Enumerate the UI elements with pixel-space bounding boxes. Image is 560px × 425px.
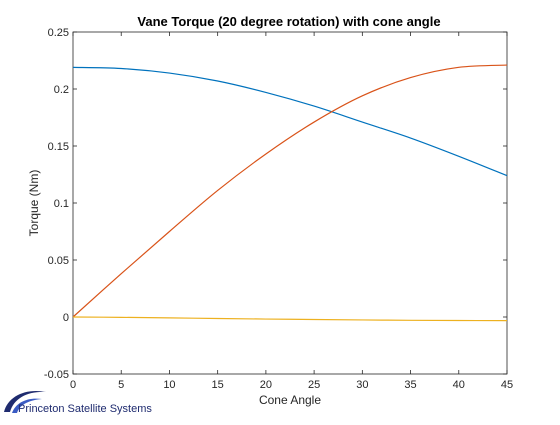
series-line-1: [72, 66, 508, 177]
brand-name: Princeton Satellite Systems: [18, 403, 152, 415]
y-tick-label: -0.05: [44, 369, 69, 381]
y-tick-label: 0.1: [54, 198, 69, 210]
series-line-3: [72, 316, 508, 322]
orbit-swoosh-icon: [4, 390, 46, 412]
x-tick-label: 20: [260, 379, 272, 391]
x-tick-label: 5: [118, 379, 124, 391]
y-tick-label: 0.25: [48, 27, 69, 39]
x-tick-label: 45: [501, 379, 513, 391]
y-tick-label: 0: [63, 312, 69, 324]
x-axis-label: Cone Angle: [259, 393, 321, 407]
x-tick-label: 25: [308, 379, 320, 391]
chart-title: Vane Torque (20 degree rotation) with co…: [137, 14, 440, 29]
y-tick-label: 0.15: [48, 141, 69, 153]
series-lines: [72, 64, 508, 322]
y-tick-label: 0.2: [54, 84, 69, 96]
x-tick-label: 35: [404, 379, 416, 391]
orbit-swoosh-inner-icon: [12, 398, 42, 413]
axis-ticks: 0 5 10 15 20 25 30 35 40 45-0.0500.050.10.150.20.…: [44, 27, 513, 391]
x-tick-label: 10: [163, 379, 175, 391]
plot-area: [72, 31, 508, 375]
x-tick-label: 30: [356, 379, 368, 391]
x-tick-label: 0: [70, 379, 76, 391]
y-axis-label: Torque (Nm): [27, 170, 41, 237]
x-tick-label: 40: [453, 379, 465, 391]
y-tick-label: 0.05: [48, 255, 69, 267]
x-tick-label: 15: [212, 379, 224, 391]
series-line-2: [72, 64, 508, 318]
brand-logo: Princeton Satellite Systems: [4, 390, 152, 415]
